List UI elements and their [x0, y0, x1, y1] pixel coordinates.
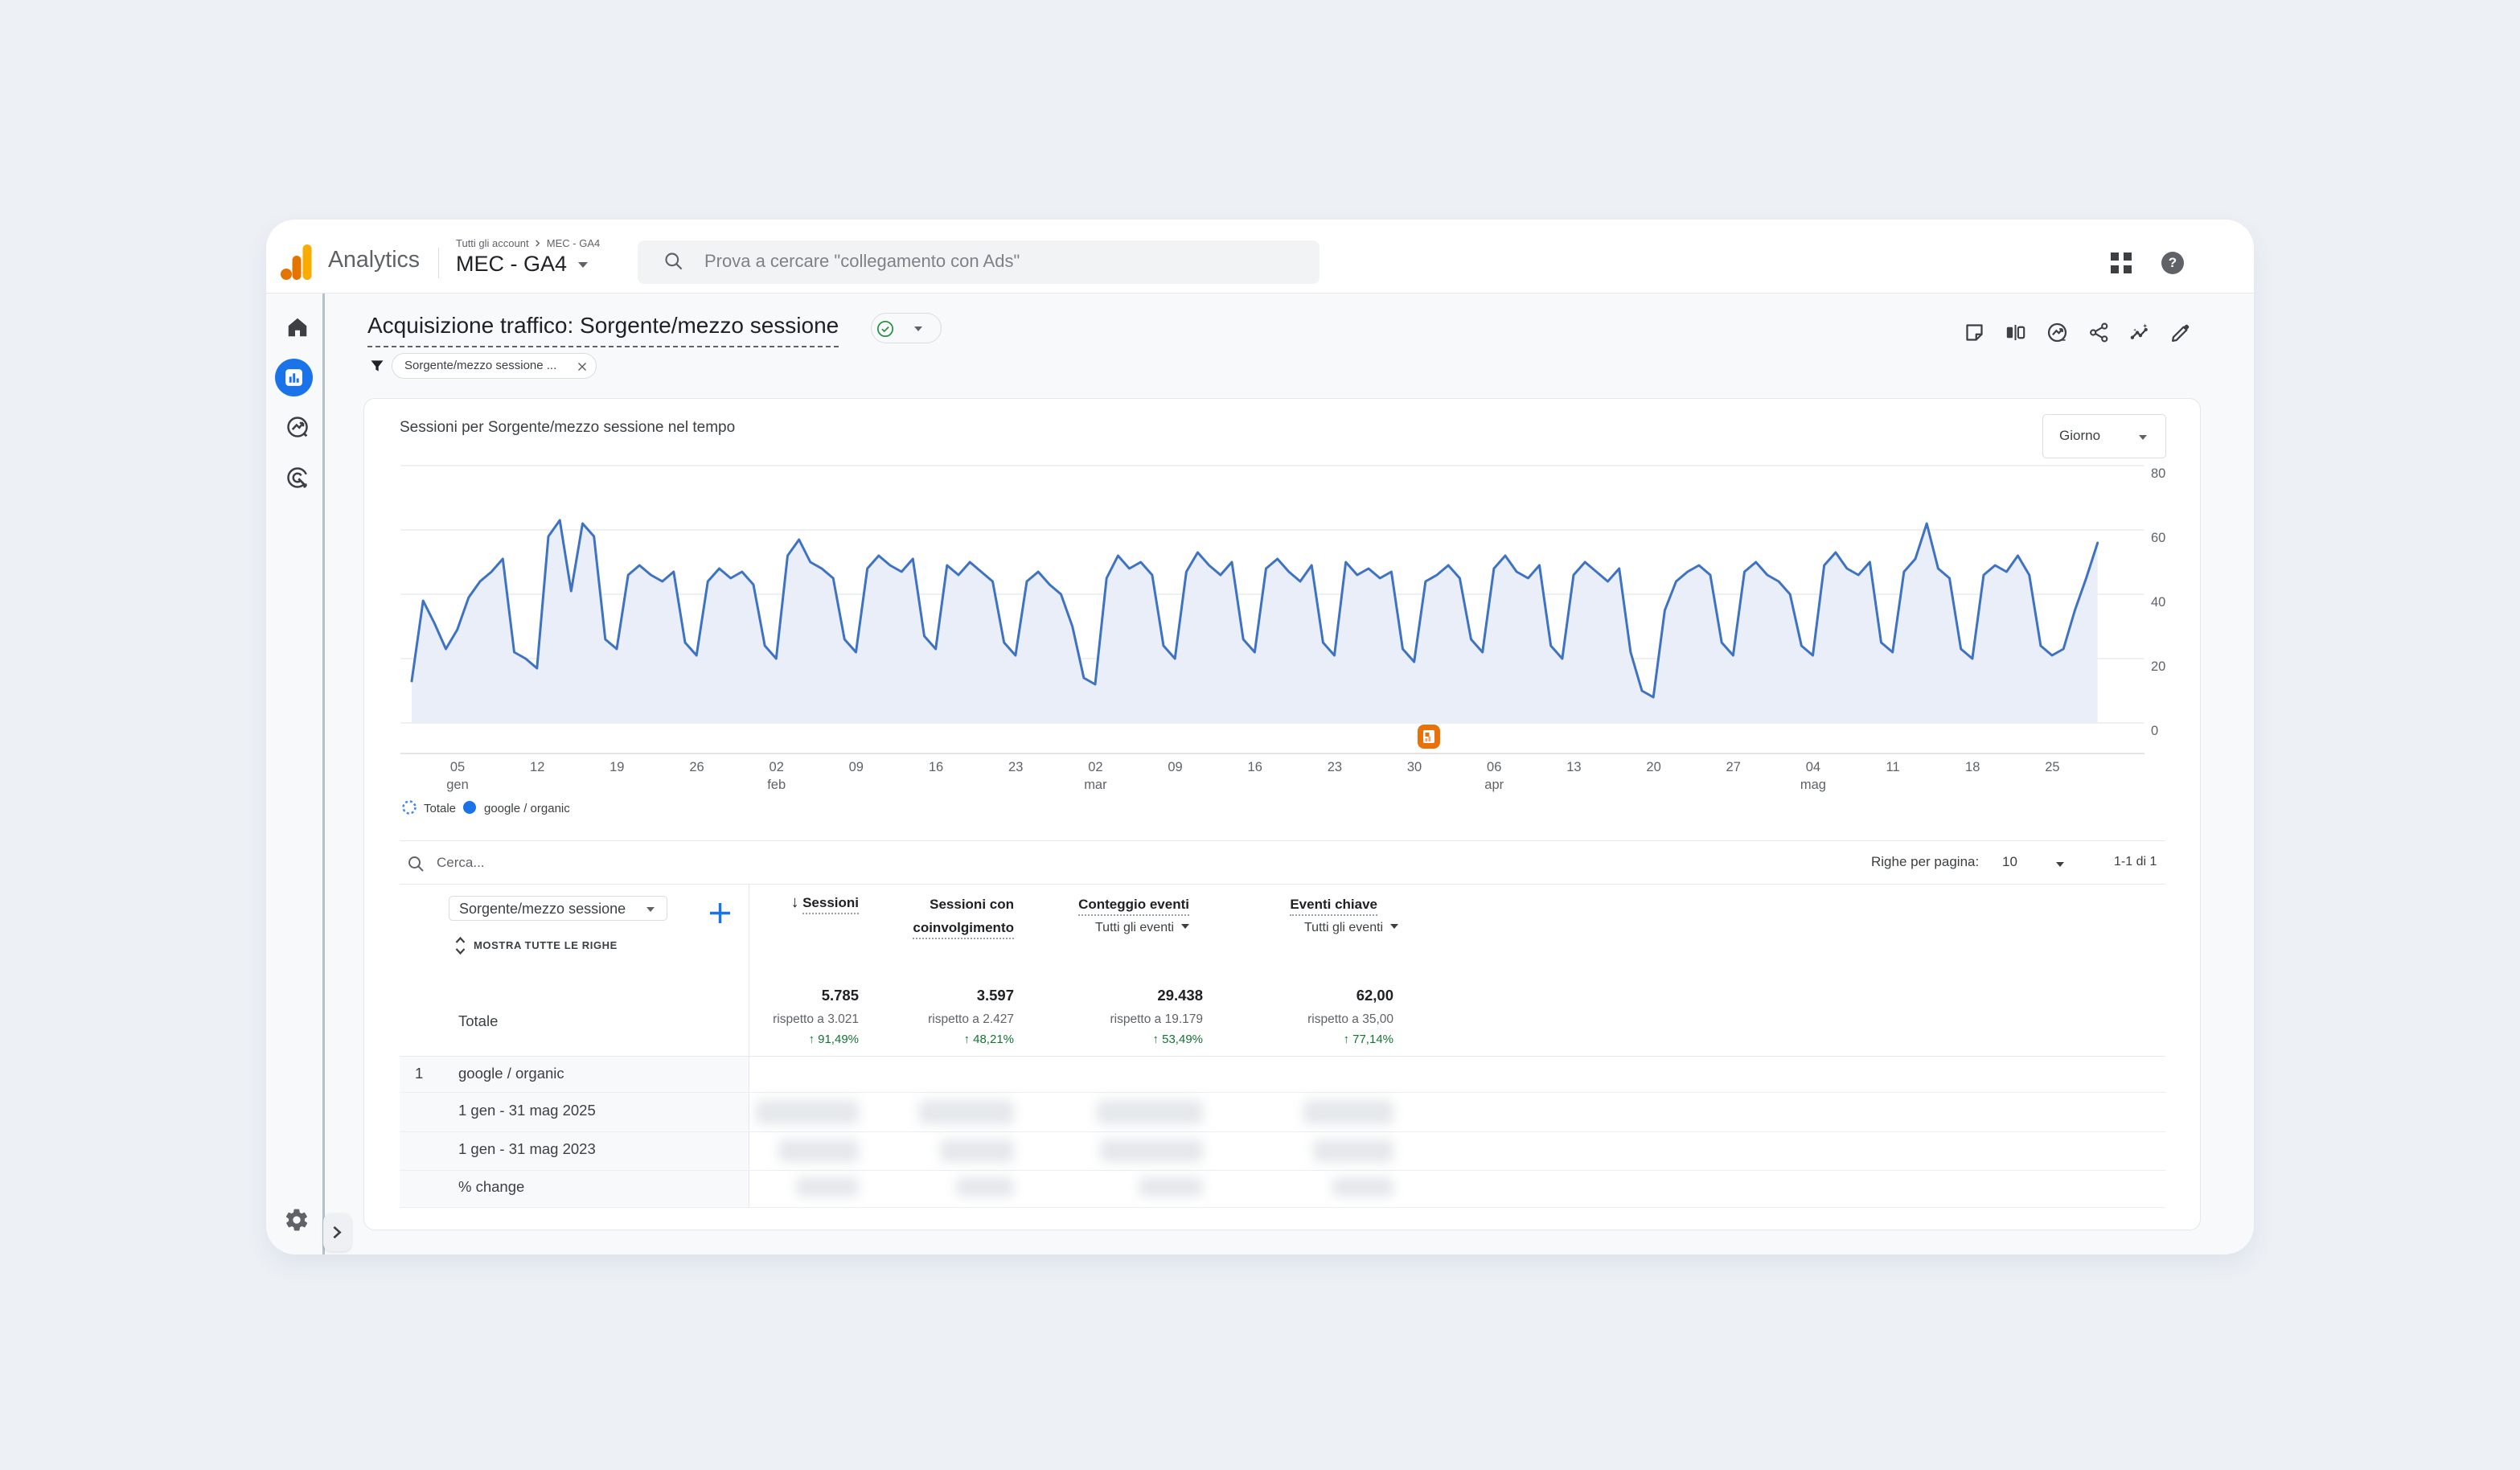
svg-text:27: 27 [1726, 760, 1741, 774]
svg-text:11: 11 [1886, 760, 1900, 774]
svg-text:19: 19 [609, 760, 624, 774]
svg-text:13: 13 [1566, 760, 1581, 774]
svg-text:Totale: Totale [424, 802, 456, 815]
svg-text:apr: apr [1484, 778, 1504, 792]
svg-text:25: 25 [2045, 760, 2059, 774]
svg-text:09: 09 [849, 760, 864, 774]
svg-text:02: 02 [1088, 760, 1102, 774]
svg-text:gen: gen [446, 778, 469, 792]
svg-text:60: 60 [2151, 531, 2165, 545]
svg-text:23: 23 [1008, 760, 1023, 774]
svg-text:05: 05 [450, 760, 465, 774]
svg-text:23: 23 [1328, 760, 1342, 774]
svg-text:feb: feb [767, 778, 786, 792]
svg-text:0: 0 [2151, 724, 2158, 738]
svg-text:40: 40 [2151, 595, 2165, 610]
svg-text:16: 16 [1248, 760, 1262, 774]
svg-text:20: 20 [2151, 659, 2165, 674]
svg-text:mag: mag [1800, 778, 1826, 792]
svg-text:20: 20 [1646, 760, 1660, 774]
svg-text:04: 04 [1806, 760, 1820, 774]
svg-text:06: 06 [1487, 760, 1501, 774]
svg-text:18: 18 [1965, 760, 1980, 774]
svg-text:google / organic: google / organic [484, 802, 570, 815]
svg-text:12: 12 [530, 760, 544, 774]
svg-text:16: 16 [929, 760, 943, 774]
svg-text:30: 30 [1407, 760, 1422, 774]
svg-text:09: 09 [1168, 760, 1182, 774]
svg-text:mar: mar [1084, 778, 1107, 792]
svg-text:26: 26 [689, 760, 704, 774]
svg-text:02: 02 [770, 760, 784, 774]
svg-text:80: 80 [2151, 466, 2165, 481]
